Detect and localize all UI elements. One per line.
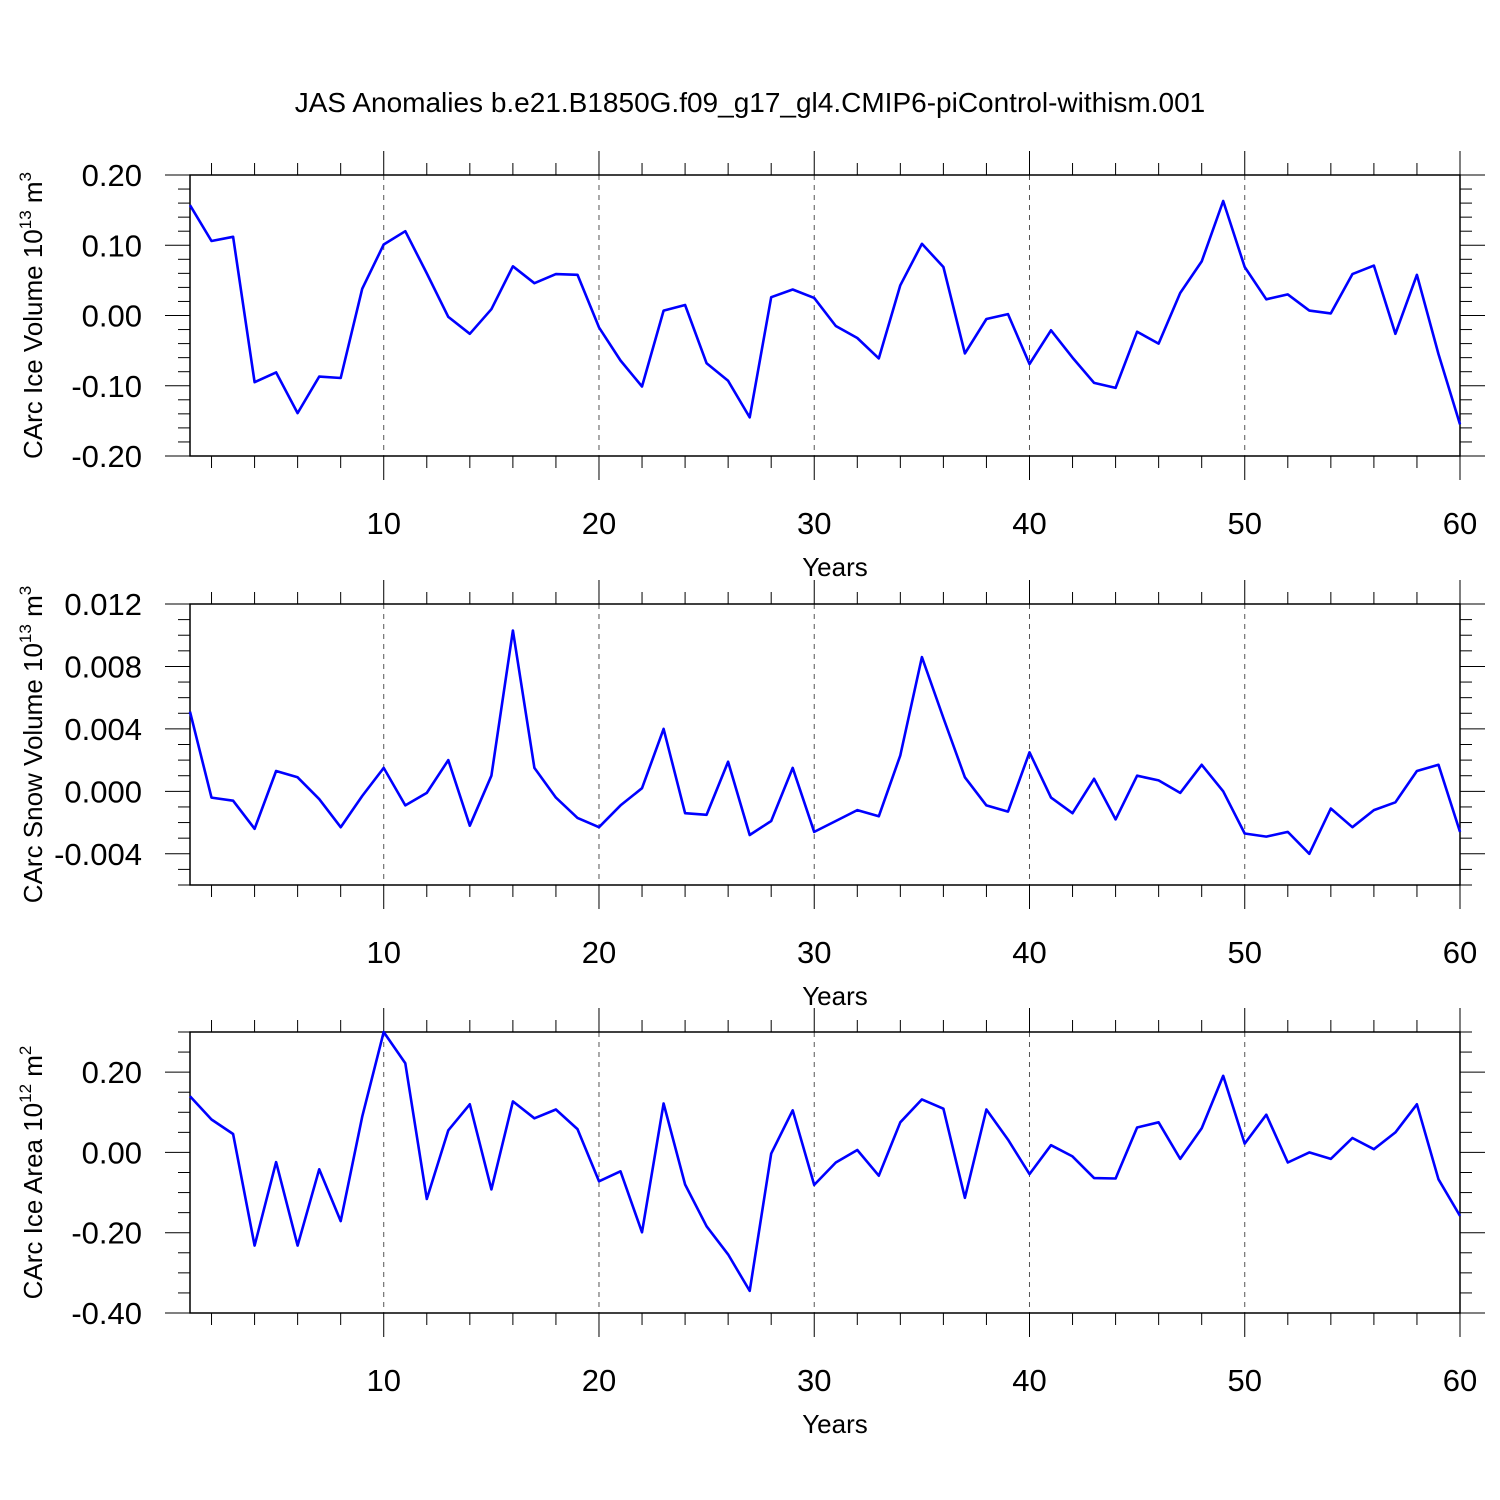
x-tick-label: 60 [1443, 935, 1477, 970]
y-axis-label: CArc Snow Volume 1013 m3 [16, 586, 48, 903]
chart-title: JAS Anomalies b.e21.B1850G.f09_g17_gl4.C… [295, 87, 1206, 118]
x-tick-label: 50 [1228, 506, 1262, 541]
x-tick-label: 30 [797, 935, 831, 970]
y-tick-label: 0.20 [82, 158, 142, 193]
x-tick-label: 20 [582, 1363, 616, 1398]
x-tick-label: 60 [1443, 1363, 1477, 1398]
y-tick-label: 0.20 [82, 1055, 142, 1090]
plot-frame [189, 603, 1461, 886]
x-tick-label: 40 [1012, 1363, 1046, 1398]
x-tick-label: 10 [366, 1363, 400, 1398]
y-tick-label: -0.20 [71, 1216, 142, 1251]
plot-frame [189, 174, 1461, 457]
chart-panel-3: 10 20 30 40 50 60 -0.40 -0.20 0.00 0.20 Years CArc … [16, 1008, 1485, 1439]
panels: 10 20 30 40 50 60 -0.20 -0.10 0.00 0.10 0.20 Years C… [16, 151, 1485, 1439]
y-tick-label: 0.008 [64, 649, 142, 684]
x-tick-label: 10 [366, 935, 400, 970]
y-tick-label: -0.10 [71, 369, 142, 404]
x-tick-label: 10 [366, 506, 400, 541]
x-tick-label: 50 [1228, 1363, 1262, 1398]
x-tick-label: 20 [582, 935, 616, 970]
y-tick-label: 0.00 [82, 299, 142, 334]
x-tick-label: 40 [1012, 506, 1046, 541]
x-axis-label: Years [802, 1409, 868, 1439]
y-tick-label: 0.10 [82, 228, 142, 263]
y-tick-label: 0.000 [64, 774, 142, 809]
series-line [188, 629, 1462, 856]
x-tick-label: 60 [1443, 506, 1477, 541]
x-axis-label: Years [802, 552, 868, 582]
chart-panel-2: 10 20 30 40 50 60 -0.004 0.000 0.004 0.008 0.012 Ye… [16, 580, 1485, 1011]
y-tick-label: 0.012 [64, 587, 142, 622]
y-axis-label: CArc Ice Area 1012 m2 [16, 1046, 48, 1300]
x-tick-label: 50 [1228, 935, 1262, 970]
x-tick-label: 20 [582, 506, 616, 541]
y-axis-label: CArc Ice Volume 1013 m3 [16, 172, 48, 459]
series-line [189, 1030, 1462, 1293]
y-tick-label: 0.004 [64, 712, 142, 747]
series-line [188, 199, 1462, 425]
x-tick-label: 30 [797, 1363, 831, 1398]
chart-panel-1: 10 20 30 40 50 60 -0.20 -0.10 0.00 0.10 0.20 Years C… [16, 151, 1485, 582]
y-tick-label: -0.20 [71, 439, 142, 474]
x-axis-label: Years [802, 981, 868, 1011]
y-tick-label: -0.004 [54, 837, 142, 872]
x-tick-label: 30 [797, 506, 831, 541]
y-tick-label: -0.40 [71, 1296, 142, 1331]
y-tick-label: 0.00 [82, 1135, 142, 1170]
x-tick-label: 40 [1012, 935, 1046, 970]
